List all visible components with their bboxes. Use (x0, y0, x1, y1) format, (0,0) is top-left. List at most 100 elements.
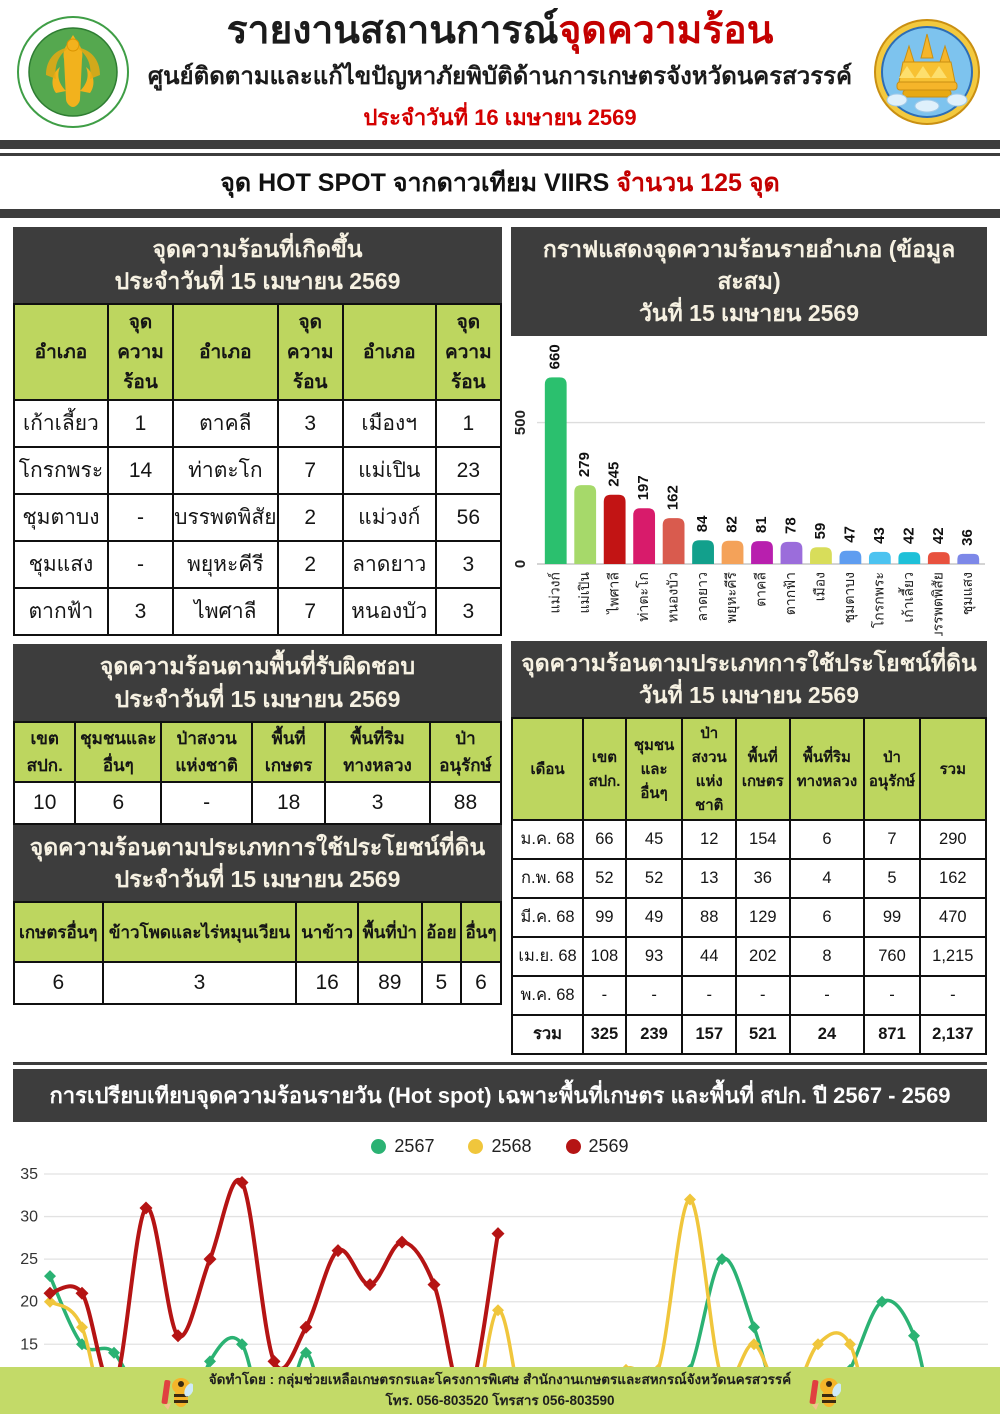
bar-value-label: 59 (812, 522, 829, 539)
landuse-monthly-table-title: จุดความร้อนตามประเภทการใช้ประโยชน์ที่ดิน… (511, 640, 987, 717)
table-header-row: เกษตรอื่นๆ ข้าวโพดและไร่หมุนเวียน นาข้าว พื… (13, 901, 502, 964)
table-row: มี.ค. 68 99 49 88 129 6 99 470 (510, 896, 988, 938)
bar-1 (574, 484, 597, 564)
daily-table-cell: ไพศาลี (172, 587, 279, 637)
daily-table-title-line1: จุดความร้อนที่เกิดขึ้น (152, 236, 363, 262)
landuse-monthly-cell: 99 (582, 896, 627, 938)
landuse-monthly-cell: 99 (863, 896, 921, 938)
landuse-daily-value-cell: 6 (13, 961, 104, 1006)
landuse-daily-header-cell: เกษตรอื่นๆ (13, 901, 104, 964)
daily-table-cell: 7 (276, 446, 344, 496)
daily-table-cell: - (106, 540, 175, 590)
bar-5 (692, 539, 714, 564)
daily-table-cell: ท่าตะโก (172, 446, 279, 496)
table-header-row: อำเภอ จุดความร้อน อำเภอ จุดความร้อน อำเภอ จุด… (13, 303, 503, 402)
daily-table-cell: 1 (106, 399, 175, 449)
daily-table-cell: แม่เปิน (341, 446, 437, 496)
bar-value-label: 162 (665, 485, 682, 510)
comparison-section: การเปรียบเทียบจุดความร้อนรายวัน (Hot spo… (0, 1061, 1000, 1122)
hotspot-banner: จุด HOT SPOT จากดาวเทียม VIIRS จำนวน 125… (0, 156, 1000, 209)
series-marker-2567 (236, 1338, 248, 1351)
bar-value-label: 78 (782, 517, 799, 534)
responsibility-value-cell: - (160, 780, 254, 825)
legend-label: 2567 (394, 1136, 435, 1157)
legend-label: 2569 (588, 1136, 629, 1157)
daily-table-cell: - (106, 493, 175, 543)
line-y-tick-label: 35 (20, 1166, 38, 1183)
bee-pencil-mascot-icon (809, 1377, 842, 1410)
landuse-daily-header-cell: อื่นๆ (460, 901, 502, 964)
series-marker-2567 (108, 1346, 120, 1359)
daily-table-cell: 3 (434, 587, 503, 637)
responsibility-area-table: เขต สปก. ชุมชนและอื่นๆ ป่าสงวนแห่งชาติ พื้น… (12, 720, 503, 825)
daily-table-cell: 2 (276, 540, 344, 590)
daily-table-cell: 3 (106, 587, 175, 637)
bar-2 (603, 494, 626, 564)
bee-pencil-mascot-icon (161, 1377, 193, 1410)
bar-11 (868, 551, 891, 564)
series-marker-2567 (204, 1355, 216, 1368)
landuse-monthly-cell: 13 (681, 857, 738, 899)
landuse-monthly-cell: 290 (918, 818, 988, 860)
landuse-monthly-cell: - (582, 974, 627, 1016)
responsibility-title-line1: จุดความร้อนตามพื้นที่รับผิดชอบ (99, 653, 416, 680)
landuse-daily-value-cell: 3 (101, 961, 298, 1006)
series-marker-2569 (395, 1235, 409, 1249)
bar-category-label: พยุหะคีรี (723, 571, 740, 623)
table-row: ตากฟ้า 3 ไพศาลี 7 หนองบัว 3 (13, 587, 503, 637)
landuse-monthly-cell: 325 (582, 1013, 627, 1055)
bar-value-label: 84 (694, 514, 711, 531)
landuse-daily-header-cell: ข้าวโพดและไร่หมุนเวียน (101, 901, 298, 964)
series-marker-2567 (716, 1253, 728, 1266)
landuse-monthly-cell: - (681, 974, 738, 1016)
landuse-monthly-cell: 12 (681, 818, 738, 860)
divider-bar (0, 209, 1000, 218)
landuse-daily-title-line2: ประจำวันที่ 15 เมษายน 2569 (114, 865, 401, 892)
series-marker-2569 (43, 1286, 57, 1300)
right-column: กราฟแสดงจุดความร้อนรายอำเภอ (ข้อมูลสะสม)… (510, 227, 988, 1055)
responsibility-header-cell: พื้นที่ริมทางหลวง (324, 720, 431, 783)
daily-table-header-cell: จุดความร้อน (434, 303, 503, 402)
page-title: รายงานสถานการณ์จุดความร้อน (132, 9, 868, 53)
series-marker-2568 (748, 1338, 760, 1351)
landuse-monthly-cell: 108 (582, 935, 627, 977)
landuse-daily-header-cell: พื้นที่ป่า (356, 901, 423, 964)
landuse-monthly-cell: - (918, 974, 988, 1016)
bar-value-label: 47 (841, 526, 858, 543)
landuse-monthly-cell: พ.ค. 68 (510, 974, 585, 1016)
bar-value-label: 82 (724, 516, 741, 533)
landuse-monthly-cell: 6 (788, 818, 866, 860)
daily-table-cell: พยุหะคีรี (172, 540, 279, 590)
series-marker-2568 (684, 1193, 696, 1206)
series-marker-2569 (139, 1201, 153, 1215)
daily-table-header-cell: อำเภอ (13, 303, 109, 402)
bar-category-label: ท่าตะโก (635, 572, 651, 622)
left-column: จุดความร้อนที่เกิดขึ้น ประจำวันที่ 15 เม… (12, 227, 503, 1006)
landuse-monthly-cell: ม.ค. 68 (510, 818, 585, 860)
table-row: 6 3 16 89 5 6 (13, 961, 502, 1006)
bar-12 (898, 551, 921, 564)
daily-table-cell: หนองบัว (341, 587, 437, 637)
series-marker-2569 (235, 1175, 249, 1189)
daily-table-cell: 3 (276, 399, 344, 449)
daily-table-cell: 23 (434, 446, 503, 496)
landuse-monthly-header-cell: ชุมชน และ อื่นๆ (624, 716, 684, 821)
table-row: ชุมแสง - พยุหะคีรี 2 ลาดยาว 3 (13, 540, 503, 590)
bar-category-label: ตาคลี (753, 572, 769, 607)
landuse-monthly-cell: ก.พ. 68 (510, 857, 585, 899)
daily-table-cell: ลาดยาว (341, 540, 437, 590)
landuse-monthly-cell: 52 (582, 857, 627, 899)
landuse-monthly-title-line1: จุดความร้อนตามประเภทการใช้ประโยชน์ที่ดิน (521, 649, 977, 676)
bar-category-label: แม่วงก์ (546, 572, 562, 613)
landuse-monthly-cell: - (624, 974, 684, 1016)
district-bar-chart: 0 500 660 แม่วงก์ 279 แม่เปิน 245 ไพศาลี 197 ท่าต… (512, 344, 985, 640)
hotspot-banner-red: จำนวน 125 จุด (616, 169, 780, 197)
province-logo-graphic (874, 19, 980, 125)
daily-table-cell: บรรพตพิสัย (172, 493, 279, 543)
footer-line2: โทร. 056-803520 โทรสาร 056-803590 (385, 1392, 615, 1408)
daily-table-cell: 1 (434, 399, 503, 449)
daily-table-header-cell: จุดความร้อน (276, 303, 344, 402)
bar-value-label: 279 (576, 452, 593, 477)
responsibility-value-cell: 6 (74, 780, 163, 825)
landuse-monthly-header-cell: พื้นที่ เกษตร (735, 716, 791, 821)
